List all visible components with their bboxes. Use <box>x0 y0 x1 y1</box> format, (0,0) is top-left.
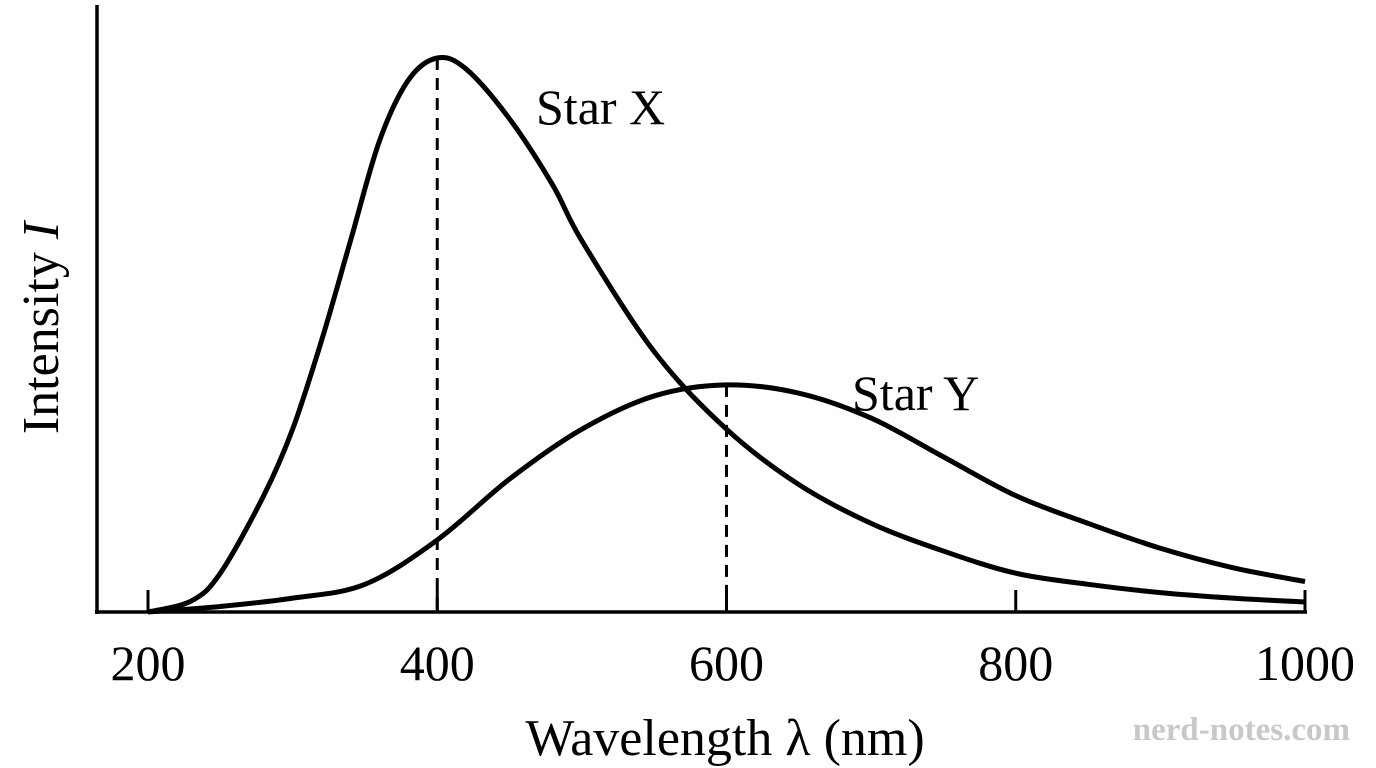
x-tick-label-600: 600 <box>689 635 764 691</box>
x-tick-label-1000: 1000 <box>1255 635 1355 691</box>
x-axis-title: Wavelength λ (nm) <box>525 710 924 767</box>
series-curves <box>147 55 1306 615</box>
y-axis-title: Intensity I <box>13 219 70 434</box>
y-axis-title-prefix: Intensity <box>13 239 70 434</box>
x-tick-label-400: 400 <box>400 635 475 691</box>
curve-star-y <box>147 382 1306 615</box>
x-tick-label-800: 800 <box>978 635 1053 691</box>
x-axis-title-suffix: (nm) <box>811 710 925 767</box>
x-tick-labels: 200 400 600 800 1000 <box>111 635 1356 691</box>
series-label-star-y: Star Y <box>852 365 979 421</box>
x-tick-label-200: 200 <box>111 635 186 691</box>
x-axis-title-symbol: λ <box>785 710 810 767</box>
curve-star-x <box>147 55 1306 615</box>
y-axis-title-symbol: I <box>13 219 70 240</box>
watermark: nerd-notes.com <box>1133 712 1350 748</box>
x-axis-title-prefix: Wavelength <box>525 710 785 767</box>
peak-markers <box>435 58 728 612</box>
series-label-star-x: Star X <box>536 79 665 135</box>
